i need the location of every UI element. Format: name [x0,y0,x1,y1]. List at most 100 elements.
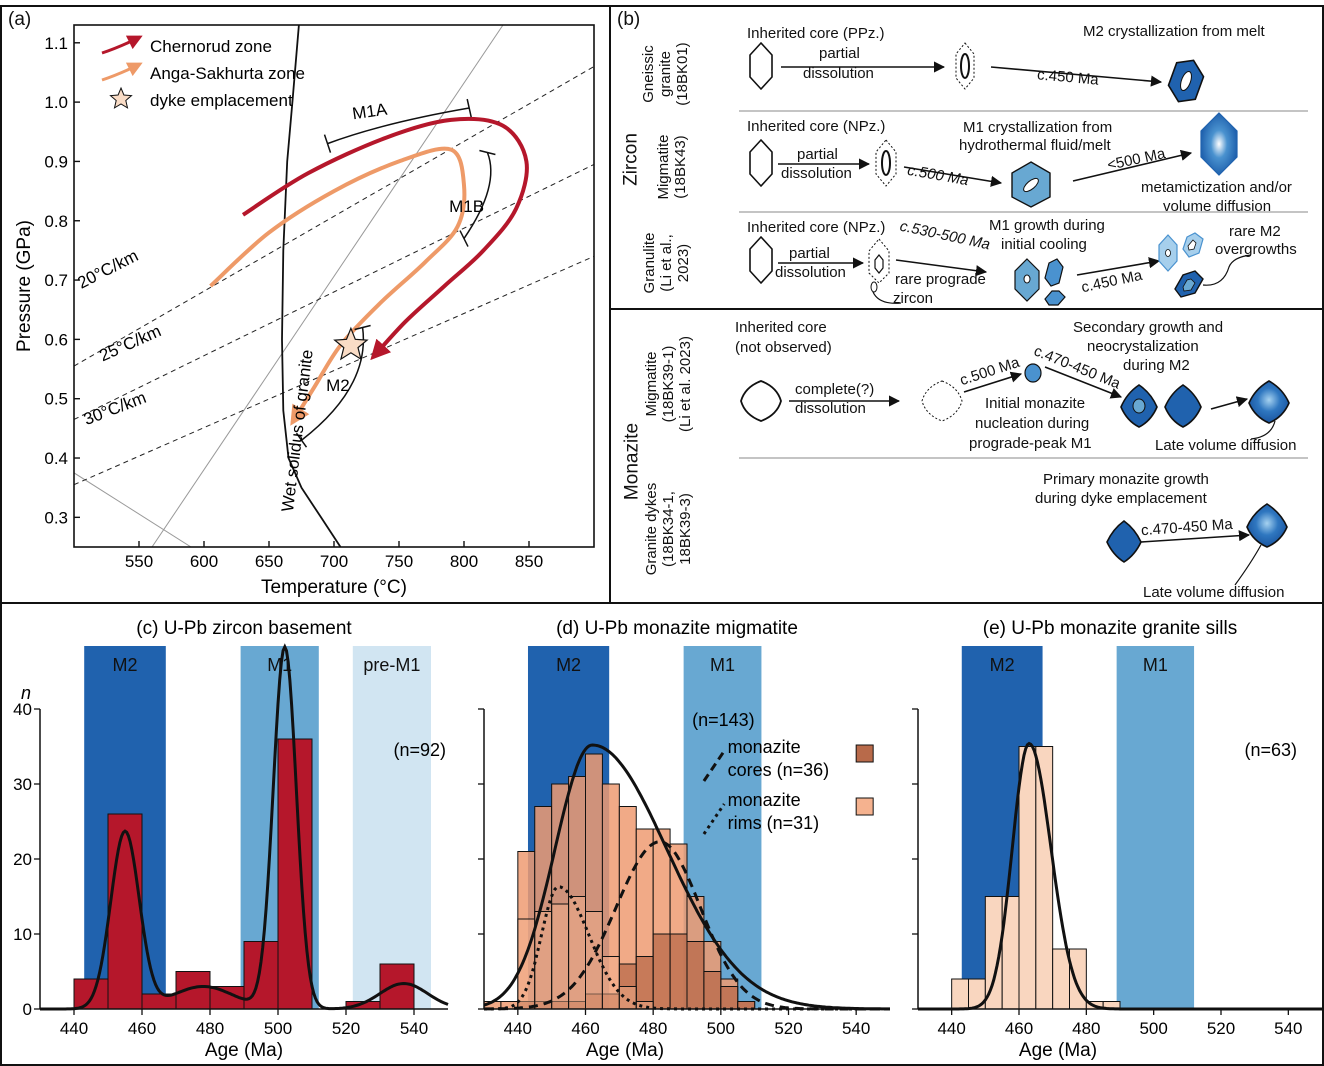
bracket-tick [323,134,332,153]
x-tick-label: 520 [332,1019,360,1038]
x-tick-label: 480 [196,1019,224,1038]
y-tick-label: 30 [13,775,32,794]
text-during-dyke: during dyke emplacement [1035,490,1207,507]
text-m1-crystallization: M1 crystallization from [963,119,1113,136]
density-curve [484,743,890,1011]
x-tick-label: 440 [504,1019,532,1038]
x-tick-label: 500 [264,1019,292,1038]
x-tick-label: 700 [320,552,348,571]
reference-line [74,472,192,547]
x-tick-label: 550 [125,552,153,571]
histogram-title: (c) U-Pb zircon basement [136,618,352,639]
text-during-m2: during M2 [1123,357,1190,374]
event-band-label: pre-M1 [363,655,420,675]
panel-b: (b) Zircon Monazite Gneissic granite (18BK… [609,5,1324,604]
legend-anga-symbol [101,62,143,82]
histogram-bar [534,911,553,1010]
legend-swatch [855,797,874,816]
x-axis-label: Temperature (°C) [261,577,407,598]
sample-count: (n=63) [1244,740,1297,760]
pt-diagram: M1A M1B M2 20°C/km 25°C/km 30°C/km Wet solidus… [14,24,595,598]
legend-label: cores (n=36) [728,760,830,780]
zircon-crystal-icon [1044,290,1066,306]
text-prograde-peak: prograde-peak M1 [969,435,1092,452]
x-tick-label: 440 [937,1019,965,1038]
plot-area [74,25,594,547]
geotherm-line [74,163,594,420]
monazite-nucleus-icon [1024,363,1042,383]
histogram-bar [601,956,620,1010]
text-initial-monazite: Initial monazite [985,395,1086,412]
geotherm-label: 25°C/km [97,321,164,365]
x-tick-label: 520 [774,1019,802,1038]
x-tick-label: 520 [1207,1019,1235,1038]
event-band-label: M2 [112,655,137,675]
histogram-bar [951,978,970,1010]
y-tick-label: 10 [13,925,32,944]
histogram-bar [703,971,722,1010]
zircon-crystal-icon [1044,258,1064,287]
bracket-tick [479,149,496,156]
histogram-bar [686,941,705,1010]
text-dissolution: dissolution [795,400,866,417]
event-band-label: M1 [1143,655,1168,675]
legend-line-symbol [702,803,726,835]
histogram-bar [669,933,688,1010]
histogram-bar [1052,948,1070,1010]
text-initial-cooling: initial cooling [1001,236,1087,253]
histogram-plot [484,646,890,1011]
geotherm-line [74,255,594,486]
histogram-bar [1035,746,1054,1010]
legend-star-symbol [109,86,133,109]
x-tick-label: 540 [842,1019,870,1038]
legend-label: monazite [728,790,801,810]
y-tick-label: 0 [23,1000,32,1019]
x-tick-label: 500 [1139,1019,1167,1038]
histogram-bar [107,813,143,1010]
geotherm-line [74,66,594,367]
legend-chernorud-symbol [101,35,143,55]
y-tick-label: 1.1 [44,34,68,53]
x-axis-label: Age (Ma) [586,1040,664,1061]
text-inherited-core-ppz: Inherited core (PPz.) [747,25,885,42]
dyke-emplacement-star [333,326,369,361]
histogram-bar [618,986,637,1010]
bracket-tick [295,432,308,448]
sample-count: (n=92) [393,740,446,760]
histogram-bar [73,978,109,1010]
x-tick-label: 850 [515,552,543,571]
legend-label: monazite [728,737,801,757]
text-dissolution: dissolution [775,264,846,281]
schematic-graphics [611,41,1322,586]
x-tick-label: 650 [255,552,283,571]
y-axis-label: Pressure (GPa) [14,220,35,352]
x-tick-label: 480 [1072,1019,1100,1038]
x-tick-label: 540 [1274,1019,1302,1038]
text-volume-diffusion: volume diffusion [1163,198,1272,215]
text-metamictization: metamictization and/or [1141,179,1292,196]
histogram-bar [1069,948,1087,1010]
x-tick-label: 500 [707,1019,735,1038]
bracket-tick [466,98,472,118]
text-partial: partial [797,146,838,163]
text-m2-crystallization: M2 crystallization from melt [1083,23,1265,40]
histogram-bar [379,963,415,1010]
histogram-plot [40,643,449,1011]
event-band-label: M1 [710,655,735,675]
x-tick-label: 800 [450,552,478,571]
legend-line-symbol [702,750,726,782]
y-tick-label: 0.9 [44,152,68,171]
geotherm-label: 20°C/km [74,246,141,293]
text-not-observed: (not observed) [735,339,832,356]
age-histograms: (c) U-Pb zircon basement M2 M1 pre-M1 440 460… [13,618,1322,1061]
text-zircon: zircon [893,290,934,307]
histogram-bar [568,896,586,1010]
chernorud-path [241,117,529,361]
monazite-grain-icon [1164,384,1202,428]
zircon-crystal-icon [749,138,773,188]
wet-solidus-line [281,25,342,547]
text-late-diffusion: Late volume diffusion [1143,584,1285,601]
x-tick-label: 480 [639,1019,667,1038]
histogram-bar [635,1001,654,1010]
panel-a: (a) M1A M1B M2 20°C/km 25°C/km 30°C/km Wet sol… [0,5,611,604]
